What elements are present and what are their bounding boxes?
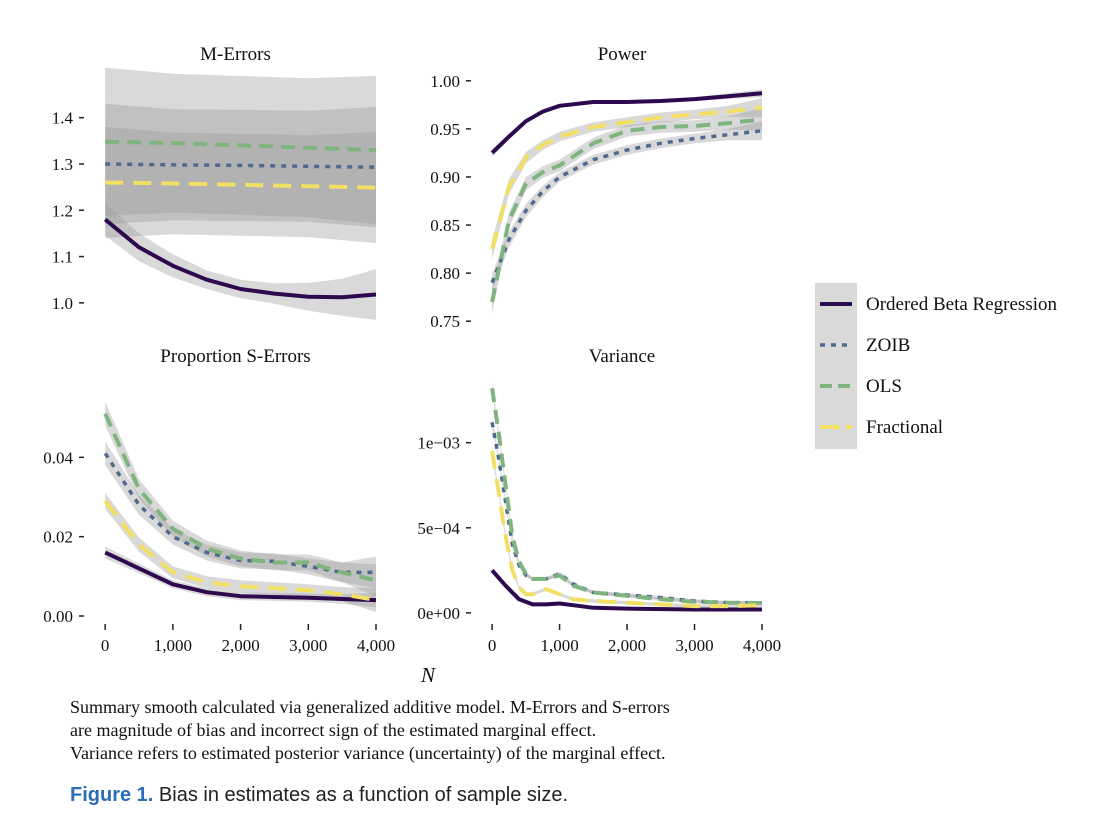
x-axis-title: N	[420, 663, 436, 687]
caption-note: Summary smooth calculated via generalize…	[70, 696, 830, 765]
band-zoib	[492, 121, 762, 293]
band-ols	[492, 383, 762, 605]
y-tick-label: 1.2	[52, 201, 73, 220]
y-tick-label: 1.0	[52, 294, 73, 313]
y-tick-label: 0.80	[430, 264, 460, 283]
panel-variance: Variance 0e+00 5e−04 1e−03 0 1,000 2,000 3,000 4…	[417, 346, 781, 655]
band-fractional	[492, 446, 762, 608]
y-tick-label: 0.02	[43, 528, 73, 547]
y-tick-label: 1.3	[52, 155, 73, 174]
legend-key-background	[815, 283, 857, 449]
x-tick-label: 1,000	[154, 636, 192, 655]
panel-title: Variance	[589, 346, 655, 367]
band-fractional	[492, 98, 762, 259]
series-line-ols	[105, 139, 377, 153]
y-tick-label: 0.04	[43, 448, 73, 467]
series-line-ordered-beta-regression	[103, 217, 377, 300]
y-tick-label: 0.00	[43, 607, 73, 626]
x-tick-label: 3,000	[675, 636, 713, 655]
figure-text: Bias in estimates as a function of sampl…	[153, 784, 568, 806]
caption-line: are magnitude of bias and incorrect sign…	[70, 720, 597, 740]
y-tick-label: 0.85	[430, 216, 460, 235]
series-line-fractional	[103, 499, 377, 603]
legend: Ordered Beta Regression ZOIB OLS Fractional	[815, 283, 1057, 449]
y-tick-label: 1.00	[430, 72, 460, 91]
figure: M-Errors 1.0 1.1 1.2 1.3 1.4 Power 0.75 0.80 0.85…	[43, 44, 1057, 687]
legend-label: ZOIB	[866, 335, 910, 356]
series-line-ols	[490, 387, 763, 605]
panel-power: Power 0.75 0.80 0.85 0.90 0.95 1.00	[430, 44, 763, 331]
series-line-ordered-beta-regression	[490, 568, 762, 612]
series-line-zoib	[490, 421, 762, 605]
legend-label: Fractional	[866, 417, 943, 438]
series-line-fractional	[490, 105, 763, 250]
x-tick-label: 0	[101, 636, 110, 655]
band-zoib	[492, 417, 762, 605]
y-tick-label: 0e+00	[417, 604, 460, 623]
x-tick-label: 3,000	[289, 636, 327, 655]
y-tick-label: 1.4	[52, 109, 74, 128]
band-ols	[492, 107, 762, 314]
caption-line: Summary smooth calculated via generalize…	[70, 697, 670, 717]
band-fractional	[105, 126, 376, 244]
x-tick-label: 1,000	[540, 636, 578, 655]
x-tick-label: 2,000	[608, 636, 646, 655]
panel-m-errors: M-Errors 1.0 1.1 1.2 1.3 1.4	[52, 44, 377, 320]
band-ordered-beta-regression	[105, 203, 376, 320]
y-tick-label: 5e−04	[417, 519, 460, 538]
figure-caption: Figure 1. Bias in estimates as a functio…	[70, 784, 568, 807]
y-tick-label: 0.75	[430, 312, 460, 331]
series-line-fractional	[105, 180, 377, 190]
series-line-zoib	[105, 162, 377, 169]
series-line-ols	[103, 412, 377, 583]
series-line-ols	[490, 117, 763, 303]
x-tick-label: 4,000	[743, 636, 781, 655]
x-tick-label: 4,000	[357, 636, 395, 655]
panel-proportion-s-errors: Proportion S-Errors 0.00 0.02 0.04 0 1,000 2,0…	[43, 346, 395, 655]
series-line-ordered-beta-regression	[490, 91, 763, 155]
legend-label: OLS	[866, 376, 902, 397]
panel-title: Proportion S-Errors	[160, 346, 310, 367]
y-tick-label: 0.90	[430, 168, 460, 187]
series-line-zoib	[490, 129, 763, 284]
series-line-fractional	[490, 450, 763, 609]
y-tick-label: 1e−03	[417, 434, 460, 453]
y-tick-label: 0.95	[430, 120, 460, 139]
series-line-ordered-beta-regression	[104, 550, 377, 603]
figure-label: Figure 1.	[70, 784, 154, 806]
panel-title: Power	[598, 44, 647, 65]
panel-title: M-Errors	[200, 44, 271, 65]
legend-label: Ordered Beta Regression	[866, 294, 1057, 315]
x-tick-label: 2,000	[221, 636, 259, 655]
x-tick-label: 0	[488, 636, 497, 655]
y-tick-label: 1.1	[52, 248, 73, 267]
caption-line: Variance refers to estimated posterior v…	[70, 743, 666, 763]
